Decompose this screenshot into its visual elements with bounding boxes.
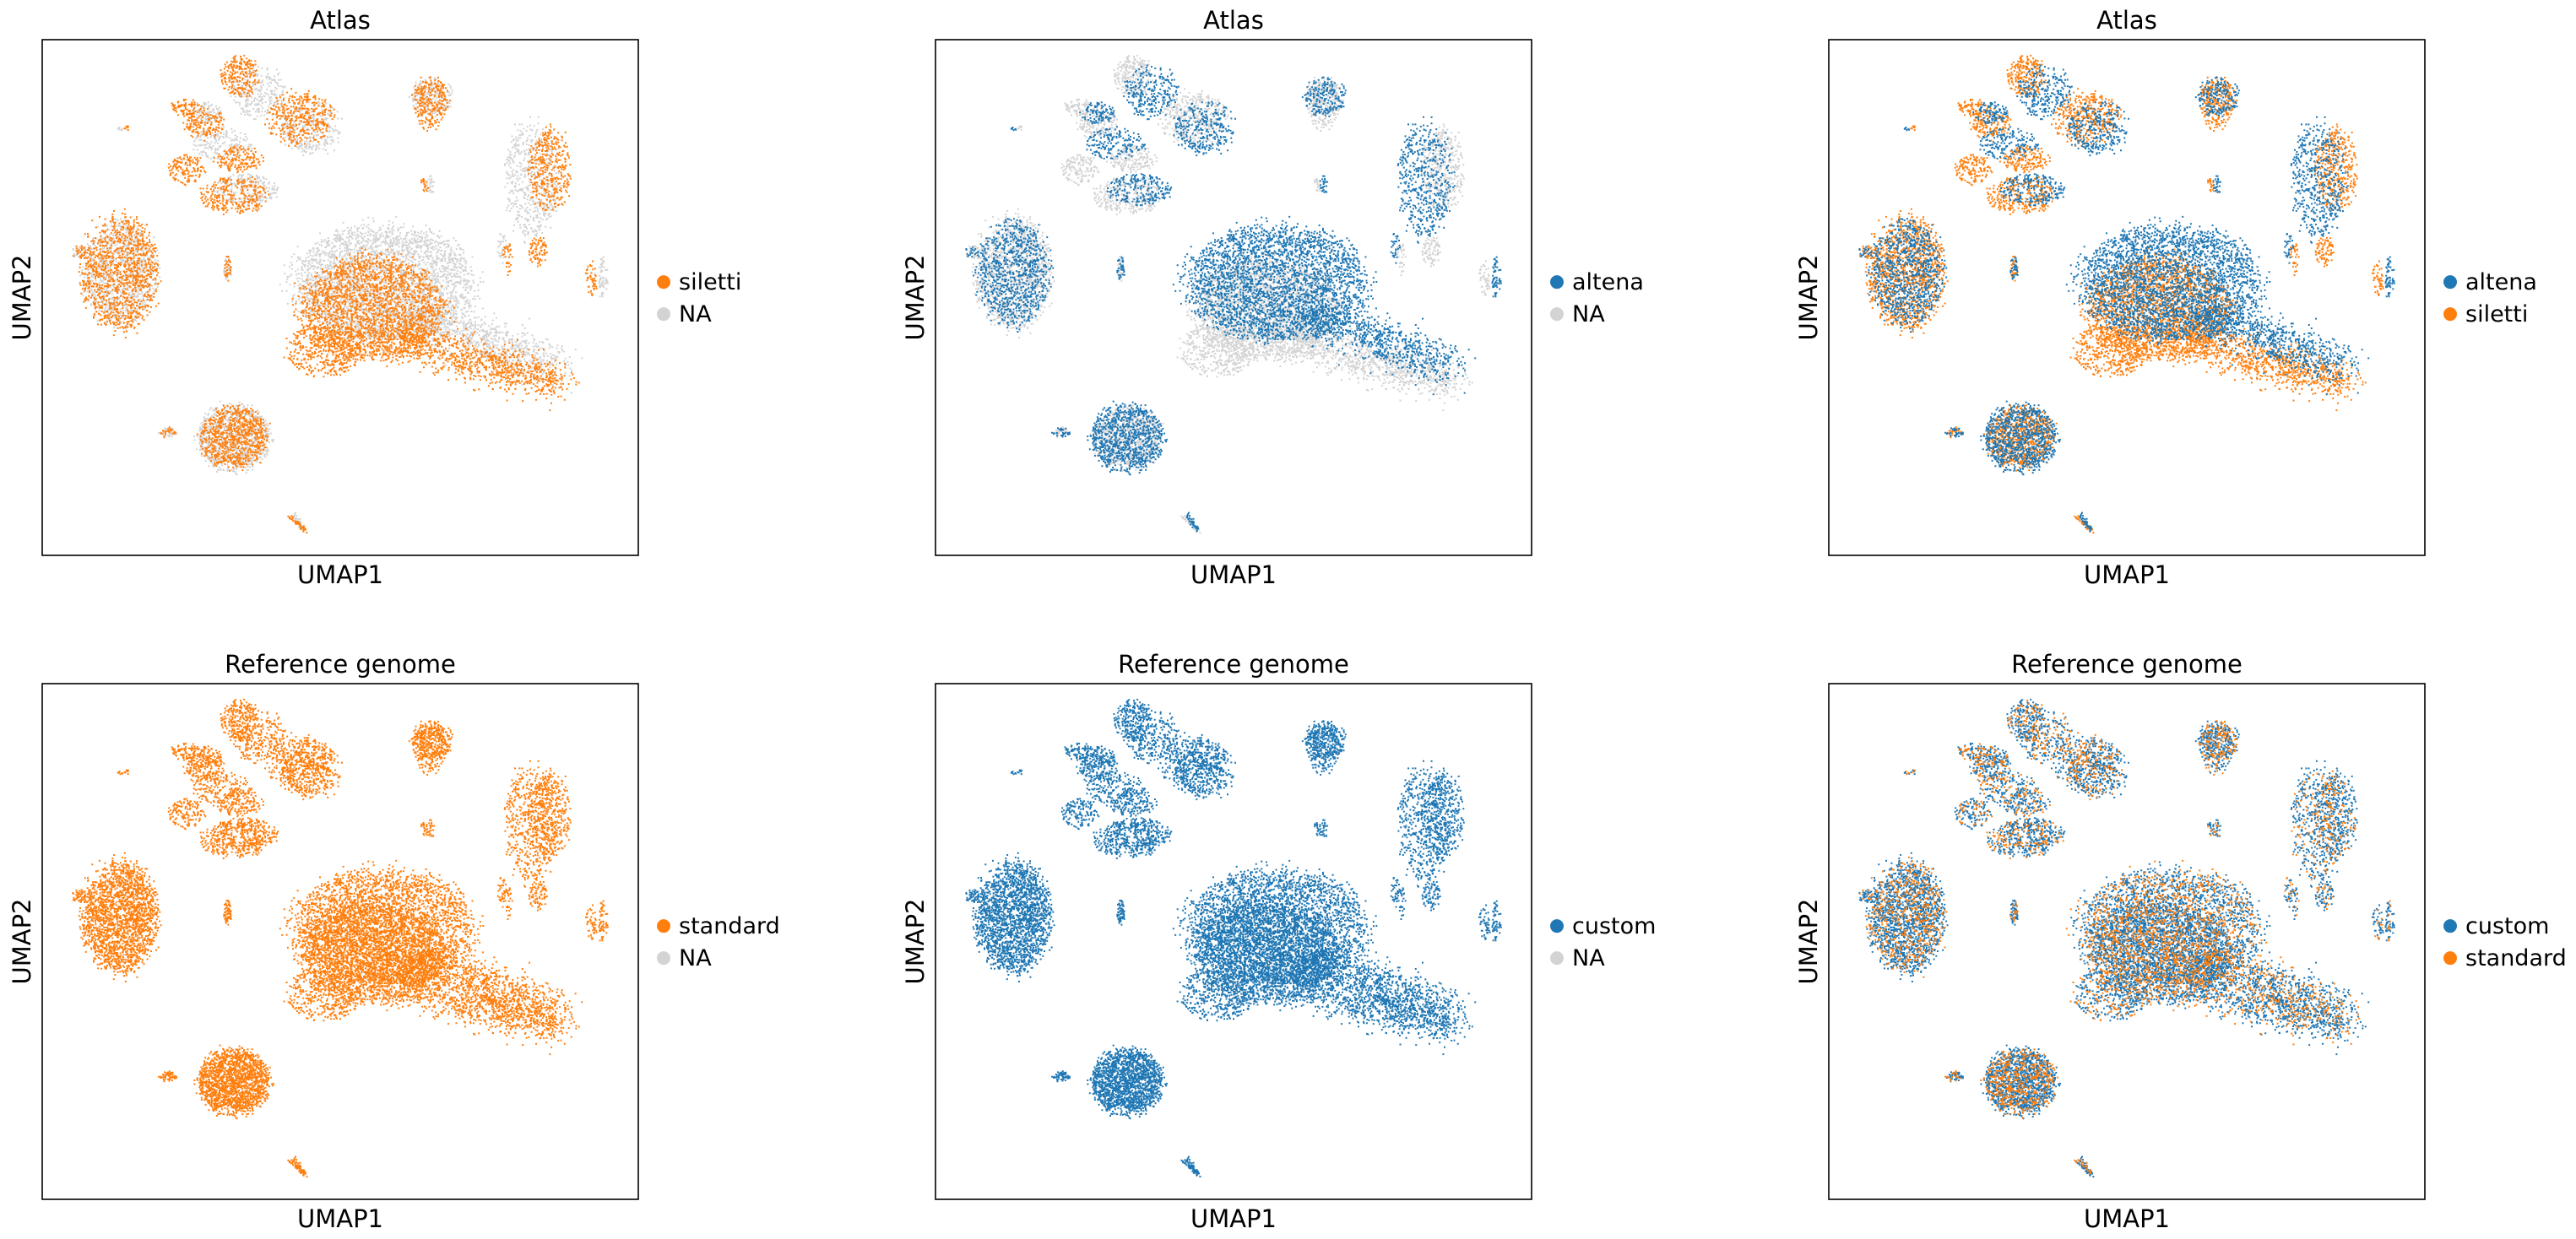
legend: custom NA [1550,913,1656,971]
scatter-points [72,698,609,1178]
umap-panel-1: Atlas UMAP1 UMAP2 siletti NA [8,6,741,589]
x-axis-label: UMAP1 [297,1204,383,1233]
legend-label: siletti [679,269,741,295]
umap-panel-5: Reference genome UMAP1 UMAP2 custom NA [901,650,1656,1233]
legend-marker [657,919,670,933]
legend-label: standard [679,913,780,939]
plot-frame [41,683,639,1200]
scatter-points [1858,54,2395,534]
legend-label: NA [1572,945,1605,971]
legend: altena siletti [2443,269,2537,327]
legend: custom standard [2443,913,2567,971]
panel-title: Reference genome [2011,650,2242,679]
panel-title: Reference genome [1118,650,1349,679]
legend: siletti NA [657,269,741,327]
plot-frame [1828,39,2426,556]
legend-marker [1550,275,1564,289]
legend-label: altena [1572,269,1644,295]
legend-marker [2443,919,2457,933]
legend-marker [657,951,670,966]
scatter-points [72,54,609,534]
panel-title: Atlas [1203,6,1264,35]
panel-title: Atlas [310,6,371,35]
legend-label: custom [1572,913,1656,939]
plot-frame [41,39,639,556]
legend-marker [2443,275,2457,289]
panel-title: Atlas [2096,6,2157,35]
legend-marker [2443,951,2457,966]
umap-panel-2: Atlas UMAP1 UMAP2 altena NA [901,6,1644,589]
na-points [72,64,609,533]
legend-label: NA [679,301,712,327]
plot-frame [1828,683,2426,1200]
scatter-points [1858,698,2395,1178]
legend-marker [2443,307,2457,322]
legend-marker [1550,951,1564,966]
legend: altena NA [1550,269,1644,327]
umap-panel-6: Reference genome UMAP1 UMAP2 custom standard [1794,650,2567,1233]
legend-marker [1550,307,1564,322]
x-axis-label: UMAP1 [1190,560,1277,589]
y-axis-label: UMAP2 [901,898,930,984]
legend-label: altena [2465,269,2537,295]
scatter-points [965,54,1502,534]
legend-label: standard [2465,945,2567,971]
y-axis-label: UMAP2 [1794,254,1823,340]
umap-panel-4: Reference genome UMAP1 UMAP2 standard NA [8,650,780,1233]
x-axis-label: UMAP1 [297,560,383,589]
plot-frame [935,39,1532,556]
legend-marker [657,307,670,322]
panel-title: Reference genome [225,650,456,679]
legend-label: siletti [2465,301,2528,327]
x-axis-label: UMAP1 [1190,1204,1277,1233]
y-axis-label: UMAP2 [901,254,930,340]
blue-points [1858,698,2395,1178]
legend: standard NA [657,913,780,971]
legend-marker [1550,919,1564,933]
blue-points [965,698,1502,1178]
blue-points [1858,64,2395,533]
legend-marker [657,275,670,289]
legend-label: custom [2465,913,2549,939]
legend-label: NA [679,945,712,971]
legend-label: NA [1572,301,1605,327]
blue-points [965,64,1502,533]
orange-points [72,698,609,1178]
umap-panel-3: Atlas UMAP1 UMAP2 altena siletti [1794,6,2537,589]
x-axis-label: UMAP1 [2084,560,2170,589]
scatter-points [965,698,1502,1178]
y-axis-label: UMAP2 [8,254,36,340]
y-axis-label: UMAP2 [1794,898,1823,984]
plot-frame [935,683,1532,1200]
x-axis-label: UMAP1 [2084,1204,2170,1233]
y-axis-label: UMAP2 [8,898,36,984]
